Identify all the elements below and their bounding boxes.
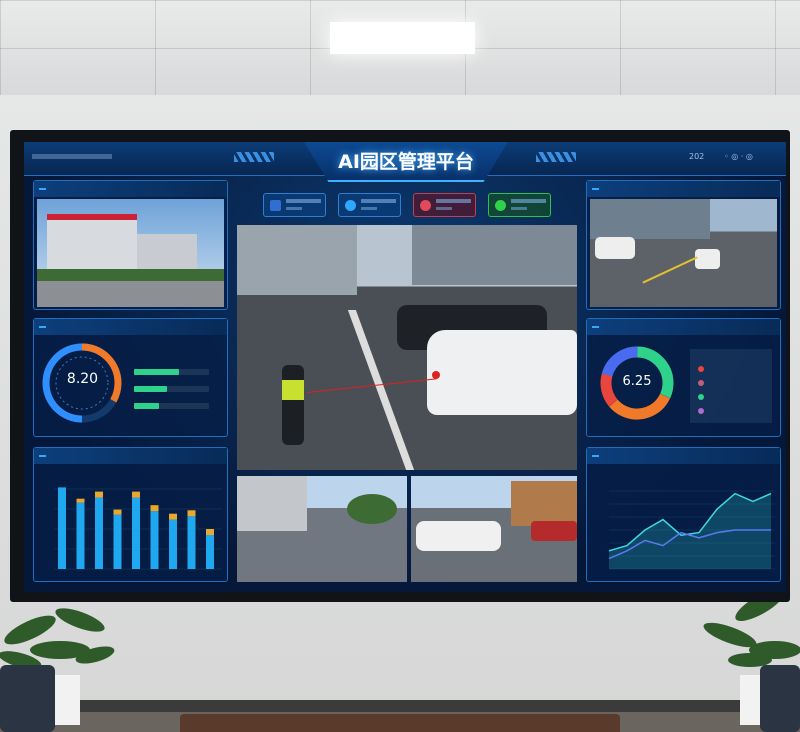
panel-header (587, 319, 780, 335)
ceiling-light (330, 22, 475, 54)
camera-feed-bottom-right[interactable] (411, 476, 577, 582)
ceiling (0, 0, 800, 95)
bar (169, 519, 177, 569)
panel-line-chart (586, 447, 781, 582)
camera-feed-main[interactable] (237, 225, 577, 470)
camera-feed-bottom-left[interactable] (237, 476, 407, 582)
panel-header (587, 448, 780, 464)
header: AI园区管理平台 202 ◦ ◎ · ◎ (24, 142, 786, 182)
page-title: AI园区管理平台 (338, 151, 474, 173)
camera-feed-building[interactable] (37, 199, 224, 307)
panel-header (34, 448, 227, 464)
header-deco (234, 152, 274, 162)
progress-bar-2 (134, 386, 167, 392)
status-button-3[interactable] (413, 193, 476, 217)
bar (132, 497, 140, 569)
header-date: 202 (689, 152, 705, 161)
status-button-1[interactable] (263, 193, 326, 217)
line-series-1 (608, 492, 772, 552)
bar-cap (113, 509, 122, 515)
wall-base (0, 700, 800, 714)
panel-header (34, 319, 227, 335)
line-chart (608, 490, 775, 570)
line-series-2 (608, 529, 771, 560)
progress-bar-1 (134, 369, 179, 375)
conference-table (180, 714, 620, 732)
bar-cap (132, 491, 140, 498)
header-deco (536, 152, 576, 162)
bar (187, 516, 196, 569)
panel-header (587, 181, 780, 197)
bar (76, 502, 85, 569)
donut-slice-orange (600, 346, 674, 420)
donut-chart (600, 346, 674, 420)
progress-bar-3 (134, 403, 159, 409)
bar (95, 497, 103, 569)
bar (113, 514, 122, 569)
bar (150, 511, 159, 569)
panel-parking-camera (586, 180, 781, 310)
status-button-2[interactable] (338, 193, 401, 217)
status-button-4[interactable] (488, 193, 551, 217)
bar-cap (206, 529, 214, 535)
bar-chart (54, 487, 222, 570)
bar (206, 535, 214, 569)
panel-donut: 6.25 (586, 318, 781, 437)
panel-gauge: 8.20 (33, 318, 228, 437)
bar-cap (150, 505, 159, 512)
bar-cap (169, 513, 177, 520)
camera-feed-parking[interactable] (590, 199, 777, 307)
header-left-info (32, 154, 112, 159)
gauge-ring (42, 343, 122, 423)
panel-building-camera (33, 180, 228, 310)
donut-legend (690, 349, 772, 423)
bar (58, 487, 66, 569)
gauge-value: 8.20 (66, 371, 99, 387)
bar-cap (187, 510, 196, 517)
donut-value: 6.25 (622, 374, 652, 389)
dashboard: AI园区管理平台 202 ◦ ◎ · ◎ 8.20 (24, 142, 786, 592)
bar-cap (95, 491, 103, 498)
bar-cap (76, 498, 85, 503)
plant-left (0, 608, 115, 732)
area-series-1 (609, 493, 771, 569)
header-icons[interactable]: ◦ ◎ · ◎ (724, 152, 753, 161)
panel-bar-chart (33, 447, 228, 582)
panel-header (34, 181, 227, 197)
